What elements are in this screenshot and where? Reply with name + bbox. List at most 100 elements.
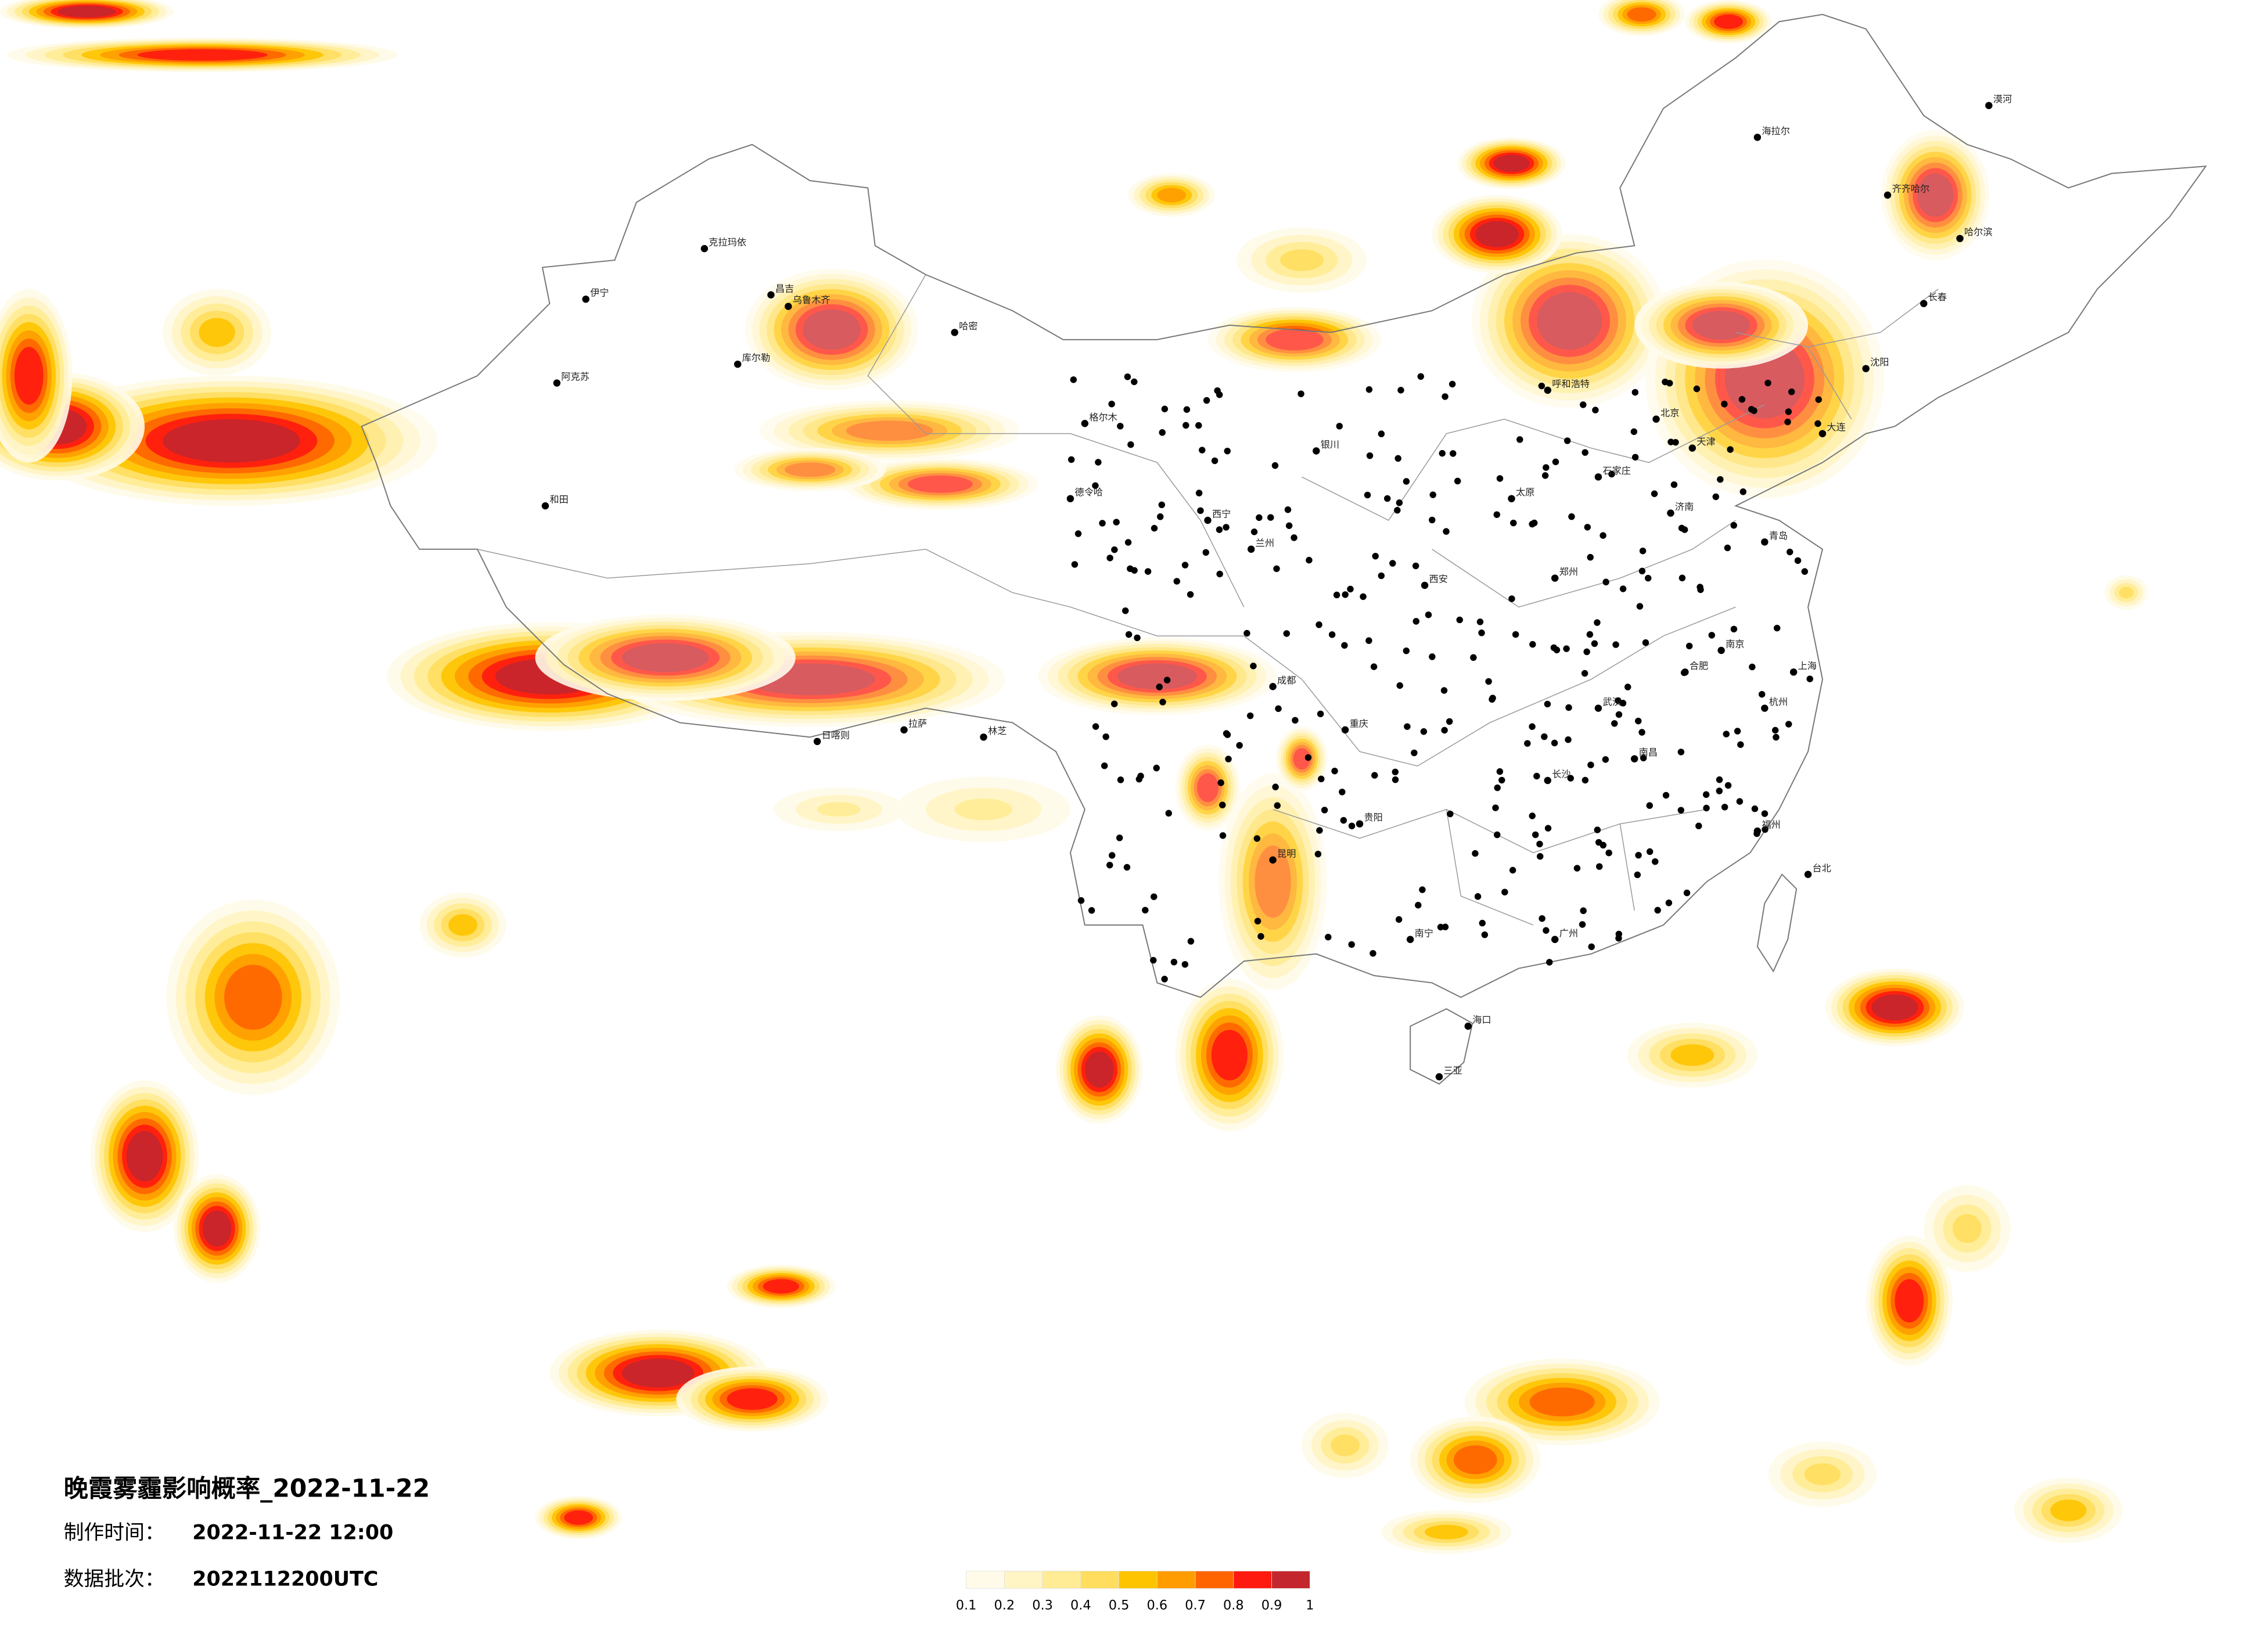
city-dot: [1716, 787, 1723, 794]
haze-patch: [1211, 1030, 1248, 1081]
city-label: 台北: [1813, 862, 1831, 873]
city-dot: [1435, 1073, 1443, 1081]
city-dot: [1717, 476, 1724, 483]
city-dot: [1142, 906, 1149, 914]
city-dot: [1117, 423, 1124, 430]
city-dot: [1543, 927, 1550, 934]
city-dot: [1371, 772, 1378, 779]
city-label: 漠河: [1993, 93, 2012, 105]
city-label: 和田: [549, 494, 568, 505]
city-dot: [1639, 548, 1647, 555]
city-dot: [1612, 641, 1619, 648]
haze-patch: [224, 965, 282, 1030]
city-dot: [1748, 406, 1755, 413]
city-label: 武汉: [1602, 696, 1621, 707]
china-border: [361, 13, 2207, 998]
city-dot: [1580, 907, 1587, 914]
city-dot: [1291, 534, 1297, 541]
city-dot: [1764, 379, 1771, 387]
city-label: 银川: [1321, 439, 1339, 450]
haze-patch: [1493, 154, 1530, 172]
city-label: 三亚: [1443, 1065, 1462, 1076]
city-dot: [1464, 1022, 1472, 1030]
haze-patch: [1627, 7, 1656, 22]
city-dot: [1442, 393, 1448, 400]
city-dot: [1538, 382, 1545, 390]
city-dot: [1771, 726, 1779, 734]
city-dot: [1788, 388, 1795, 395]
city-dot: [1071, 561, 1079, 568]
city-dot: [1533, 772, 1540, 780]
city-label: 长沙: [1552, 769, 1570, 780]
haze-patch: [1895, 1279, 1924, 1323]
city-dot: [1485, 678, 1492, 685]
city-dot: [1724, 544, 1731, 552]
city-dot: [1736, 798, 1744, 805]
city-dot: [1315, 621, 1322, 628]
city-dot: [1161, 405, 1169, 412]
city-dot: [1801, 568, 1809, 575]
city-dot: [1615, 935, 1622, 942]
city-dot: [767, 291, 775, 298]
city-dot: [1394, 455, 1401, 462]
city-dot: [1254, 918, 1261, 924]
city-dot: [1573, 865, 1581, 872]
city-dot: [1267, 514, 1274, 521]
city-dot: [1111, 546, 1118, 553]
city-dot: [1395, 916, 1403, 923]
city-dot: [1157, 513, 1164, 520]
city-dot: [1411, 749, 1418, 757]
city-label: 兰州: [1256, 537, 1274, 548]
batch-label: 数据批次：: [64, 1567, 165, 1591]
city-dot: [1721, 401, 1728, 408]
city-dot: [1611, 720, 1618, 727]
legend-swatch: [1080, 1571, 1119, 1589]
city-dot: [734, 360, 742, 368]
city-dot: [1727, 446, 1734, 453]
city-dot: [1662, 378, 1669, 386]
haze-patch: [199, 318, 235, 347]
legend-tick: 0.3: [1032, 1598, 1053, 1613]
city-dot: [1274, 802, 1281, 809]
city-dot: [1394, 506, 1401, 514]
city-dot: [1532, 831, 1539, 839]
city-dot: [1383, 495, 1391, 502]
city-dot: [1406, 936, 1414, 943]
city-dot: [1524, 740, 1531, 747]
city-dot: [1596, 863, 1603, 870]
city-dot: [1223, 524, 1230, 531]
haze-patch: [1804, 1463, 1841, 1485]
city-dot: [1730, 625, 1738, 633]
city-dot: [1773, 733, 1780, 741]
city-dot: [1389, 560, 1396, 567]
city-dot: [1144, 568, 1152, 575]
city-dot: [1761, 538, 1769, 546]
city-dot: [900, 726, 908, 734]
city-dot: [1985, 102, 1993, 109]
city-dot: [1412, 618, 1419, 625]
city-label: 西安: [1429, 574, 1448, 585]
city-dot: [1677, 807, 1685, 814]
city-dot: [1600, 532, 1606, 539]
city-dot: [1151, 524, 1158, 532]
city-dot: [1498, 776, 1505, 784]
city-dot: [1102, 733, 1109, 740]
city-dot: [582, 295, 590, 303]
city-dot: [1815, 396, 1822, 403]
city-label: 拉萨: [908, 718, 927, 729]
city-dot: [1550, 644, 1558, 652]
city-dot: [1161, 976, 1168, 983]
city-dot: [1594, 619, 1601, 626]
city-dot: [1127, 441, 1134, 448]
legend-tick: 0.1: [956, 1598, 977, 1613]
city-dot: [1789, 668, 1798, 676]
city-dot: [1292, 717, 1299, 724]
city-dot: [1365, 637, 1372, 644]
city-dot: [1197, 507, 1204, 515]
city-dot: [541, 502, 549, 510]
city-dot: [1529, 723, 1536, 730]
city-label: 格尔木: [1089, 412, 1117, 423]
haze-patch: [202, 1210, 232, 1247]
city-dot: [1158, 501, 1166, 509]
city-label: 济南: [1675, 501, 1694, 512]
